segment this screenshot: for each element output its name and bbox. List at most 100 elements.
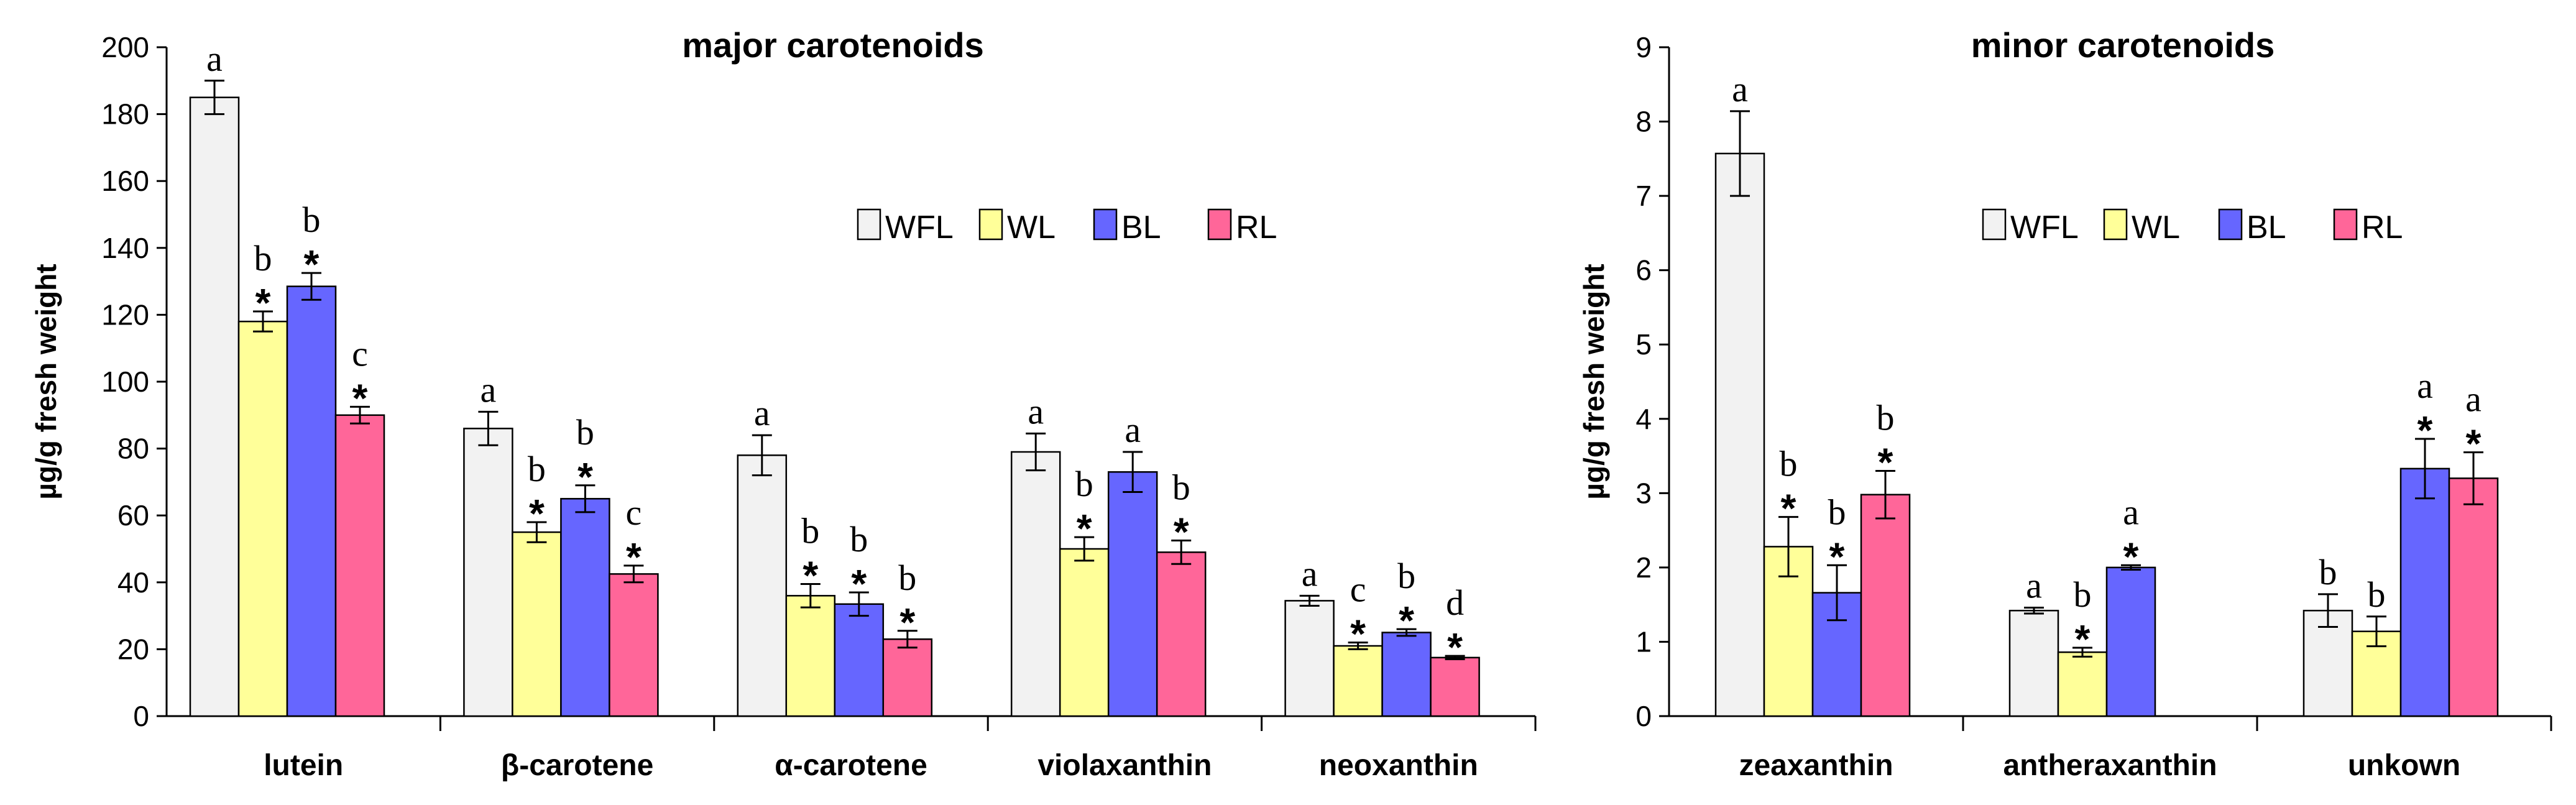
legend-label: WFL	[885, 209, 954, 246]
significance-star: *	[803, 553, 818, 597]
significance-letter: a	[2123, 492, 2139, 532]
y-tick-label: 100	[101, 366, 149, 398]
bar-wfl	[1010, 451, 1061, 717]
legend-swatch	[1207, 208, 1232, 241]
legend-swatch	[1982, 208, 2007, 241]
bar-wfl	[1284, 600, 1335, 717]
significance-letter: b	[576, 412, 594, 453]
significance-star: *	[2075, 617, 2091, 661]
significance-star: *	[1174, 510, 1189, 554]
y-tick-label: 20	[117, 633, 149, 665]
bar-rl	[1860, 494, 1911, 717]
y-tick-label: 1	[1635, 625, 1652, 658]
y-tick-label: 120	[101, 298, 149, 331]
legend-label: WFL	[2010, 209, 2079, 246]
y-tick-label: 140	[101, 232, 149, 264]
bar-bl	[834, 603, 885, 717]
y-tick-label: 60	[117, 499, 149, 531]
significance-letter: b	[303, 200, 321, 240]
significance-letter: b	[898, 558, 916, 598]
category-label: unkown	[2348, 749, 2460, 782]
y-tick-label: 3	[1635, 477, 1652, 509]
bar-wfl	[2302, 609, 2353, 717]
significance-star: *	[2123, 534, 2139, 579]
y-tick-label: 4	[1635, 403, 1652, 435]
significance-star: *	[1077, 506, 1092, 551]
bar-wl	[512, 531, 562, 717]
chart-title: major carotenoids	[682, 25, 983, 65]
significance-star: *	[304, 242, 320, 287]
significance-letter: b	[1397, 556, 1415, 596]
significance-letter: b	[2368, 574, 2386, 615]
bar-bl	[2105, 566, 2156, 717]
significance-letter: b	[1877, 397, 1895, 438]
legend-swatch	[2333, 208, 2358, 241]
y-tick-label: 0	[1635, 700, 1652, 732]
y-axis-label: µg/g fresh weight	[1578, 264, 1610, 499]
significance-letter: a	[1732, 69, 1748, 109]
y-tick-label: 40	[117, 566, 149, 599]
significance-letter: b	[801, 510, 819, 551]
bar-rl	[2448, 477, 2499, 717]
y-tick-label: 9	[1635, 31, 1652, 63]
significance-letter: a	[206, 39, 223, 79]
y-tick-label: 180	[101, 98, 149, 131]
y-tick-label: 7	[1635, 180, 1652, 212]
legend-swatch	[2218, 208, 2243, 241]
bar-wfl	[1714, 152, 1765, 717]
bar-bl	[560, 498, 610, 717]
legend-label: BL	[2247, 209, 2286, 246]
bar-wfl	[737, 454, 788, 717]
significance-letter: d	[1446, 582, 1464, 623]
bar-bl	[2399, 467, 2450, 717]
significance-letter: a	[2417, 366, 2433, 406]
category-label: zeaxanthin	[1739, 749, 1893, 782]
significance-star: *	[255, 280, 271, 325]
significance-star: *	[2466, 421, 2482, 466]
significance-letter: b	[528, 449, 546, 489]
major-carotenoids-panel: major carotenoids µg/g fresh weight 0 20 40 6…	[30, 25, 1537, 782]
y-tick-label: 80	[117, 433, 149, 465]
significance-letter: a	[1302, 553, 1318, 594]
legend-swatch	[857, 208, 881, 241]
bar-wl	[2057, 651, 2108, 717]
significance-letter: b	[850, 519, 868, 559]
bar-wfl	[463, 428, 513, 717]
legend-label: WL	[1007, 209, 1056, 246]
significance-letter: a	[2026, 565, 2042, 605]
significance-letter: a	[754, 393, 770, 433]
significance-star: *	[529, 491, 545, 536]
significance-star: *	[1829, 534, 1845, 579]
significance-star: *	[1350, 612, 1366, 656]
y-tick-label: 0	[133, 700, 149, 732]
significance-star: *	[577, 454, 593, 499]
category-label: α-carotene	[775, 749, 927, 782]
legend-swatch	[978, 208, 1003, 241]
y-tick-label: 200	[101, 31, 149, 63]
chart-title: minor carotenoids	[1971, 25, 2275, 65]
significance-letter: c	[352, 333, 368, 374]
bar-bl	[1381, 632, 1432, 717]
bar-wl	[1059, 548, 1110, 717]
y-tick-label: 2	[1635, 551, 1652, 584]
bar-wfl	[2008, 609, 2059, 717]
significance-star: *	[352, 375, 368, 420]
category-label: violaxanthin	[1037, 749, 1212, 782]
legend-swatch	[2103, 208, 2128, 241]
legend-label: BL	[1121, 209, 1161, 246]
bar-wl	[1333, 645, 1383, 717]
significance-letter: c	[1350, 569, 1366, 610]
significance-star: *	[899, 600, 915, 645]
category-label: antheraxanthin	[2003, 749, 2217, 782]
significance-letter: b	[1172, 467, 1190, 508]
significance-letter: c	[626, 492, 642, 533]
minor-carotenoids-panel: minor carotenoids µg/g fresh weight 0 1 2 3 4 5…	[1578, 25, 2552, 782]
bar-wfl	[189, 96, 240, 717]
significance-letter: b	[1828, 492, 1846, 532]
bar-rl	[334, 414, 385, 717]
significance-letter: b	[1075, 464, 1093, 504]
legend-swatch	[1093, 208, 1118, 241]
significance-star: *	[1878, 439, 1893, 484]
bar-rl	[1156, 551, 1207, 717]
